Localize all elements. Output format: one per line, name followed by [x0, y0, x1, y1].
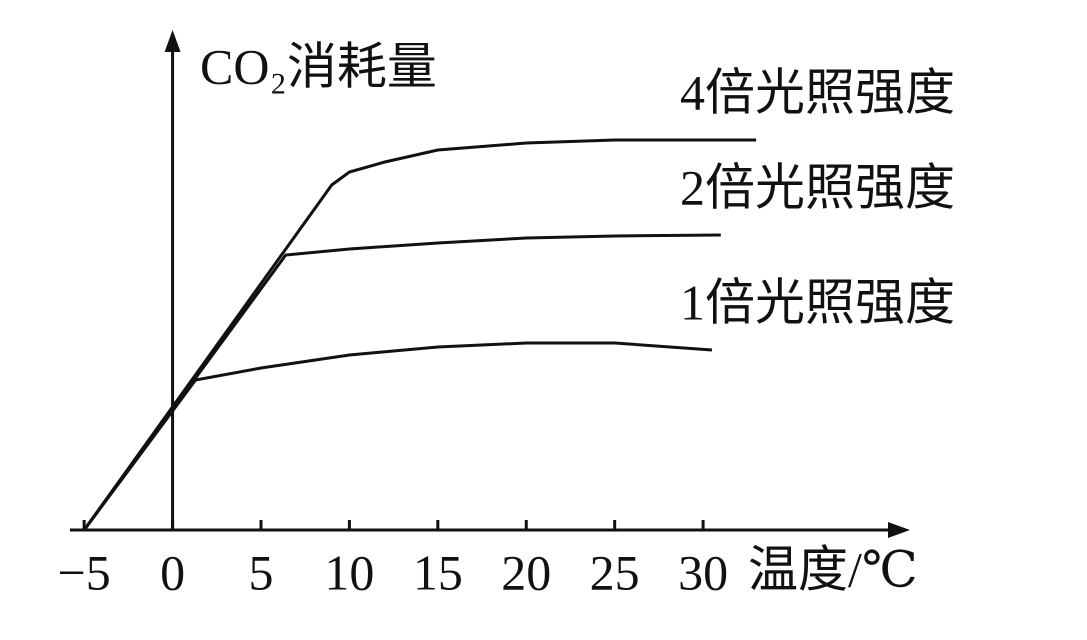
series-line — [82, 233, 721, 531]
series-label: 2倍光照强度 — [680, 159, 955, 215]
series-line — [82, 341, 713, 531]
x-tick-label: −5 — [58, 544, 111, 600]
x-tick-label: 30 — [678, 544, 728, 600]
x-axis-label: 温度/℃ — [748, 541, 918, 597]
series-line — [82, 138, 757, 531]
x-tick-label: 20 — [501, 544, 551, 600]
series-label: 4倍光照强度 — [680, 64, 955, 120]
y-axis-label: CO₂消耗量 — [200, 38, 437, 94]
x-tick-label: 15 — [413, 544, 463, 600]
x-tick-label: 5 — [248, 544, 273, 600]
x-tick-label: 10 — [324, 544, 374, 600]
x-tick-label: 25 — [590, 544, 640, 600]
x-tick-label: 0 — [160, 544, 185, 600]
x-axis-arrow — [888, 522, 910, 538]
y-axis-arrow — [164, 30, 181, 52]
series-label: 1倍光照强度 — [680, 274, 955, 330]
